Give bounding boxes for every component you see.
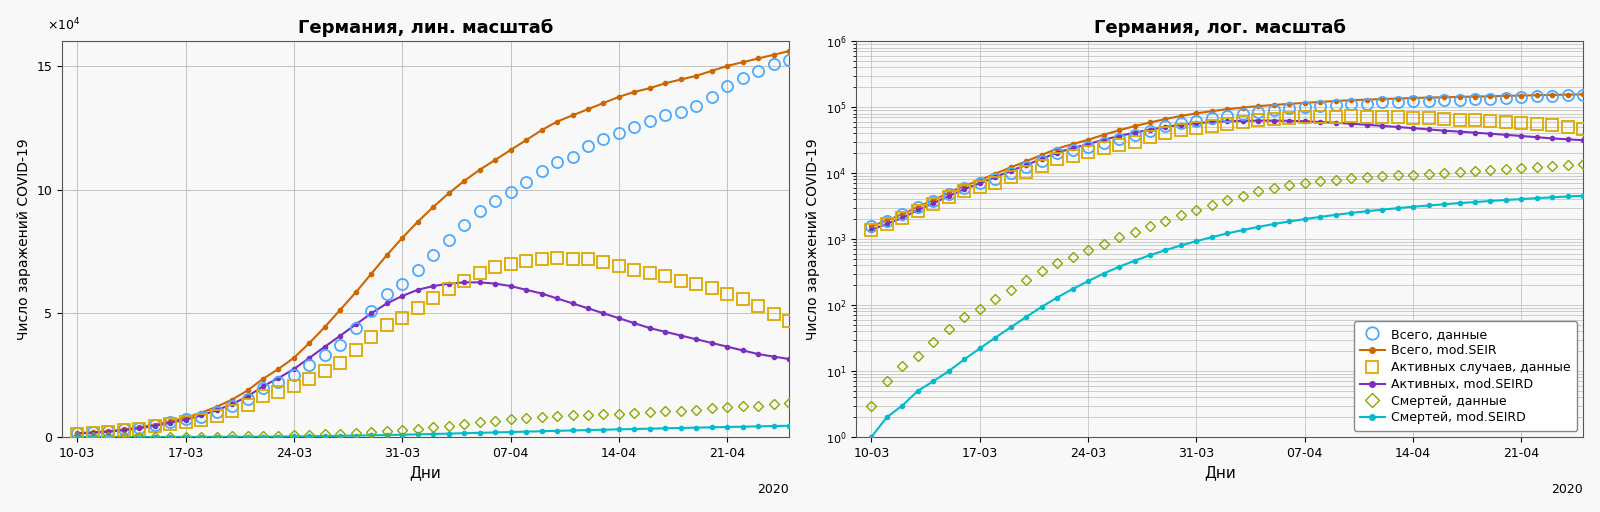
- Text: $\times 10^4$: $\times 10^4$: [48, 16, 80, 33]
- Title: Германия, лог. масштаб: Германия, лог. масштаб: [1094, 18, 1346, 37]
- Title: Германия, лин. масштаб: Германия, лин. масштаб: [298, 18, 554, 37]
- Y-axis label: Число заражений COVID-19: Число заражений COVID-19: [806, 138, 819, 340]
- Text: 2020: 2020: [1552, 482, 1584, 496]
- Text: 2020: 2020: [757, 482, 789, 496]
- X-axis label: Дни: Дни: [410, 465, 442, 480]
- Y-axis label: Число заражений COVID-19: Число заражений COVID-19: [16, 138, 30, 340]
- X-axis label: Дни: Дни: [1203, 465, 1235, 480]
- Legend: Всего, данные, Всего, mod.SEIR, Активных случаев, данные, Активных, mod.SEIRD, С: Всего, данные, Всего, mod.SEIR, Активных…: [1354, 322, 1578, 431]
